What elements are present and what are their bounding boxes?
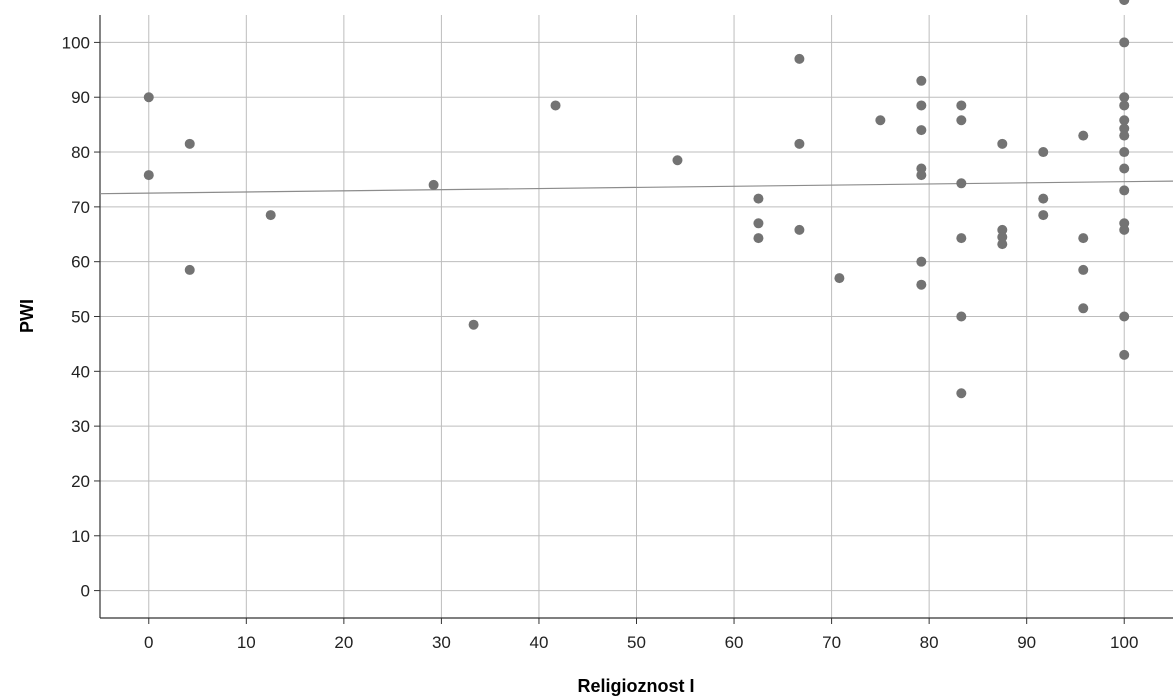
- data-point: [997, 239, 1008, 250]
- data-point: [184, 264, 195, 275]
- data-point: [1119, 130, 1130, 141]
- y-tick-label: 60: [71, 253, 90, 272]
- x-tick-label: 10: [237, 633, 256, 652]
- y-tick-labels: 0 10 20 30 40 50 60 70 80 90 100: [62, 33, 100, 601]
- data-point: [672, 155, 683, 166]
- x-tick-label: 50: [627, 633, 646, 652]
- data-point: [1078, 233, 1089, 244]
- x-tick-label: 100: [1110, 633, 1138, 652]
- data-point: [1078, 130, 1089, 141]
- x-tick-label: 60: [725, 633, 744, 652]
- y-tick-label: 0: [81, 582, 90, 601]
- y-tick-label: 80: [71, 143, 90, 162]
- y-tick-label: 100: [62, 33, 90, 52]
- data-point: [956, 178, 967, 189]
- data-point: [916, 256, 927, 267]
- fit-line: [99, 180, 1173, 195]
- data-point: [265, 210, 276, 221]
- x-tick-label: 90: [1017, 633, 1036, 652]
- x-tick-label: 70: [822, 633, 841, 652]
- x-tick-label: 80: [920, 633, 939, 652]
- y-tick-label: 50: [71, 308, 90, 327]
- data-points: [143, 0, 1130, 399]
- data-point: [916, 279, 927, 290]
- y-tick-label: 90: [71, 88, 90, 107]
- data-point: [956, 388, 967, 399]
- data-point: [875, 115, 886, 126]
- y-tick-label: 20: [71, 472, 90, 491]
- data-point: [956, 311, 967, 322]
- x-axis-title: Religioznost I: [578, 676, 695, 696]
- data-point: [834, 273, 845, 284]
- data-point: [997, 232, 1008, 243]
- y-tick-label: 30: [71, 417, 90, 436]
- data-point: [794, 138, 805, 149]
- x-tick-label: 30: [432, 633, 451, 652]
- data-point: [916, 75, 927, 86]
- data-point: [143, 170, 154, 181]
- y-tick-label: 40: [71, 362, 90, 381]
- data-point: [794, 53, 805, 64]
- data-point: [1119, 37, 1130, 48]
- data-point: [1038, 147, 1049, 158]
- data-point: [1119, 185, 1130, 196]
- data-point: [956, 115, 967, 126]
- x-tick-label: 20: [334, 633, 353, 652]
- data-point: [184, 138, 195, 149]
- data-point: [1119, 0, 1130, 5]
- data-point: [753, 233, 764, 244]
- data-point: [143, 92, 154, 103]
- data-point: [1119, 224, 1130, 235]
- y-axis-title: PWI: [17, 299, 37, 333]
- data-point: [997, 138, 1008, 149]
- data-point: [1078, 303, 1089, 314]
- data-point: [1038, 210, 1049, 221]
- y-gridlines: [100, 41, 1173, 592]
- x-tick-label: 0: [144, 633, 153, 652]
- y-tick-label: 10: [71, 527, 90, 546]
- data-point: [468, 319, 479, 330]
- data-point: [916, 170, 927, 181]
- data-point: [1119, 115, 1130, 126]
- data-point: [956, 100, 967, 111]
- data-point: [1078, 264, 1089, 275]
- data-point: [1038, 193, 1049, 204]
- data-point: [1119, 163, 1130, 174]
- data-point: [428, 179, 439, 190]
- data-point: [1119, 92, 1130, 103]
- y-tick-label: 70: [71, 198, 90, 217]
- data-point: [916, 125, 927, 136]
- data-point: [753, 193, 764, 204]
- data-point: [1119, 100, 1130, 111]
- x-tick-labels: 0 10 20 30 40 50 60 70 80 90 100: [144, 618, 1138, 652]
- data-point: [1119, 147, 1130, 158]
- data-point: [1119, 311, 1130, 322]
- data-point: [794, 224, 805, 235]
- x-tick-label: 40: [529, 633, 548, 652]
- data-point: [916, 100, 927, 111]
- data-point: [753, 218, 764, 229]
- data-point: [1119, 123, 1130, 134]
- data-point: [1119, 349, 1130, 360]
- data-point: [956, 233, 967, 244]
- data-point: [550, 100, 561, 111]
- data-point: [997, 224, 1008, 235]
